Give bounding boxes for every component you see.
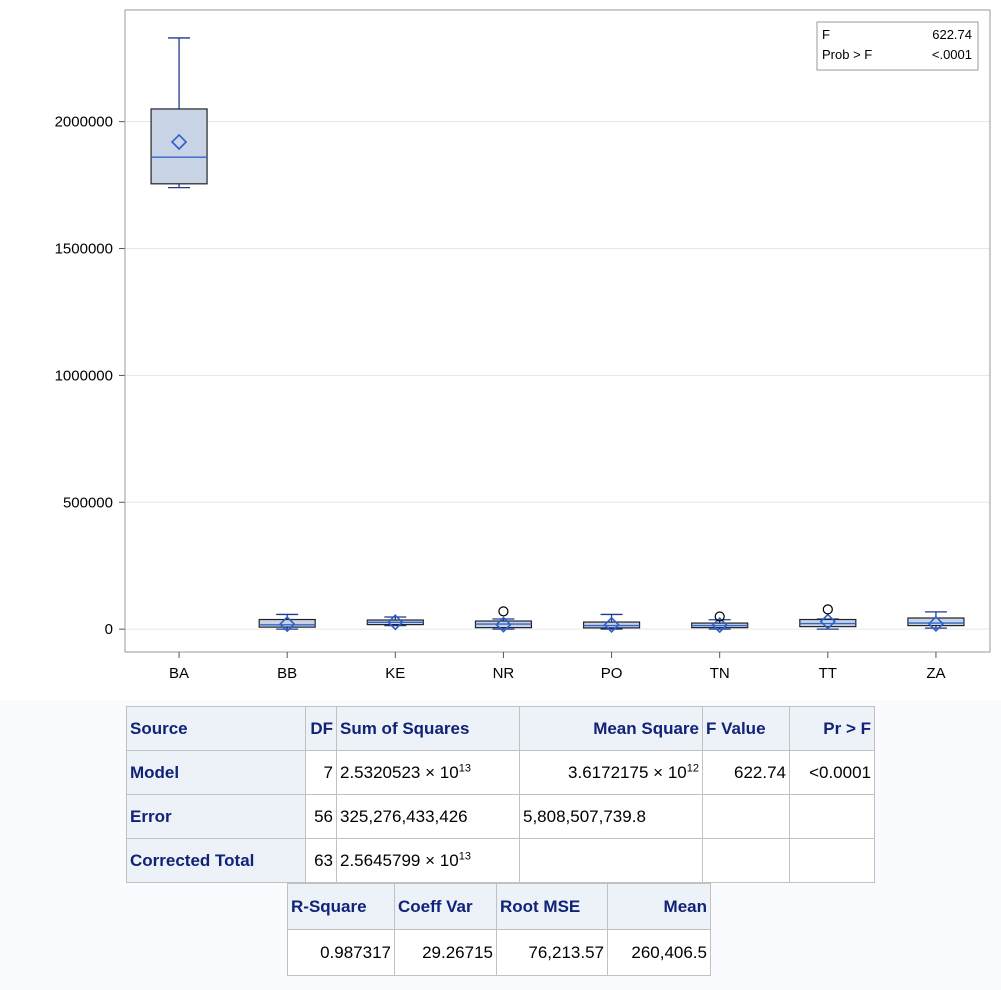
- anova-header-row: Source DF Sum of Squares Mean Square F V…: [126, 706, 875, 751]
- mean-marker-ke: [387, 614, 404, 631]
- error-df: 56: [305, 794, 337, 839]
- total-f-value: [702, 838, 790, 883]
- total-mean-square: [519, 838, 703, 883]
- header-root-mse: Root MSE: [496, 883, 608, 930]
- row-label-model: Model: [126, 750, 306, 795]
- value-mean: 260,406.5: [607, 929, 711, 976]
- header-r-square: R-Square: [287, 883, 395, 930]
- value-r-square: 0.987317: [287, 929, 395, 976]
- x-tick-label-bb: BB: [277, 665, 297, 682]
- table-row-model: Model 7 2.5320523 × 1013 3.6172175 × 101…: [126, 750, 875, 795]
- row-label-error: Error: [126, 794, 306, 839]
- error-sum-of-squares: 325,276,433,426: [336, 794, 520, 839]
- total-sum-of-squares: 2.5645799 × 1013: [336, 838, 520, 883]
- box-ba: [150, 108, 208, 185]
- y-tick-label-2: 1000000: [55, 367, 113, 384]
- mean-marker-tn: [711, 616, 728, 634]
- fit-header-row: R-Square Coeff Var Root MSE Mean: [287, 883, 711, 930]
- table-row-fit-values: 0.987317 29.26715 76,213.57 260,406.5: [287, 929, 711, 976]
- mean-marker-nr: [495, 616, 512, 633]
- x-tick-label-nr: NR: [493, 665, 515, 682]
- model-df: 7: [305, 750, 337, 795]
- y-tick-label-0: 0: [105, 621, 113, 638]
- table-row-corrected-total: Corrected Total 63 2.5645799 × 1013: [126, 838, 875, 883]
- model-mean-square: 3.6172175 × 1012: [519, 750, 703, 795]
- header-mean-square: Mean Square: [519, 706, 703, 751]
- row-label-corrected-total: Corrected Total: [126, 838, 306, 883]
- header-f-value: F Value: [702, 706, 790, 751]
- inset-value-0: 622.74: [932, 27, 972, 42]
- mean-marker-bb: [279, 615, 296, 633]
- inset-label-1: Prob > F: [822, 47, 872, 62]
- box-plot-chart: 0 500000 1000000 1500000 2000000 BA BB KE NR PO TN…: [54, 9, 991, 682]
- value-root-mse: 76,213.57: [496, 929, 608, 976]
- x-tick-label-tn: TN: [710, 665, 730, 682]
- box-bb: [258, 618, 316, 628]
- x-tick-label-ke: KE: [385, 665, 405, 682]
- x-tick-label-za: ZA: [926, 665, 945, 682]
- model-f-value: 622.74: [702, 750, 790, 795]
- mean-marker-tt: [819, 613, 836, 630]
- header-source: Source: [126, 706, 306, 751]
- model-pr-f: <0.0001: [789, 750, 875, 795]
- y-tick-label-4: 2000000: [55, 114, 113, 131]
- header-coeff-var: Coeff Var: [394, 883, 497, 930]
- inset-value-1: <.0001: [932, 47, 972, 62]
- header-mean: Mean: [607, 883, 711, 930]
- outlier-tt-0: [822, 604, 833, 615]
- outlier-nr-0: [498, 606, 509, 617]
- anova-table: Source DF Sum of Squares Mean Square F V…: [126, 706, 875, 883]
- y-tick-label-3: 1500000: [55, 241, 113, 258]
- model-sum-of-squares: 2.5320523 × 1013: [336, 750, 520, 795]
- table-row-error: Error 56 325,276,433,426 5,808,507,739.8: [126, 794, 875, 839]
- mean-marker-po: [603, 616, 620, 633]
- fit-statistics-table: R-Square Coeff Var Root MSE Mean 0.98731…: [287, 883, 711, 976]
- header-pr-f: Pr > F: [789, 706, 875, 751]
- value-coeff-var: 29.26715: [394, 929, 497, 976]
- mean-marker-za: [927, 615, 945, 632]
- outlier-tn-0: [714, 611, 725, 622]
- error-mean-square: 5,808,507,739.8: [519, 794, 703, 839]
- x-tick-label-tt: TT: [819, 665, 837, 682]
- header-df: DF: [305, 706, 337, 751]
- plot-frame: [124, 9, 991, 653]
- error-f-value: [702, 794, 790, 839]
- box-za: [907, 617, 965, 627]
- inset-label-0: F: [822, 27, 830, 42]
- box-plot-svg: 0 500000 1000000 1500000 2000000 BA BB KE NR PO TN…: [55, 9, 991, 682]
- x-tick-label-po: PO: [601, 665, 623, 682]
- total-pr-f: [789, 838, 875, 883]
- mean-marker-ba: [170, 133, 188, 151]
- total-df: 63: [305, 838, 337, 883]
- x-tick-label-ba: BA: [169, 665, 189, 682]
- inset-stats-box: [816, 21, 979, 71]
- header-sum-of-squares: Sum of Squares: [336, 706, 520, 751]
- y-tick-label-1: 500000: [63, 494, 113, 511]
- error-pr-f: [789, 794, 875, 839]
